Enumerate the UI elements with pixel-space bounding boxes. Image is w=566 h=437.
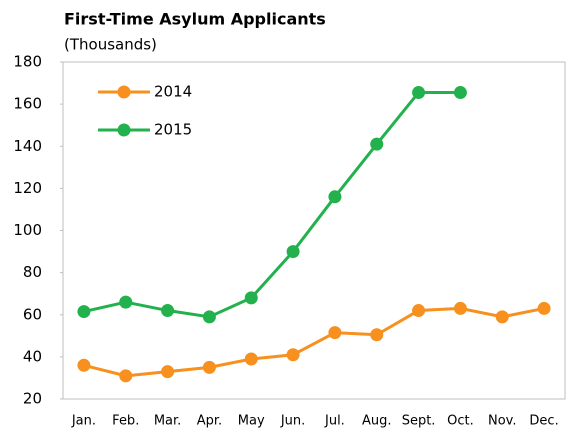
x-tick-label: Jan. [71, 414, 96, 429]
y-tick-label: 20 [23, 390, 42, 408]
x-tick-label: Apr. [197, 414, 222, 429]
data-point [77, 358, 91, 372]
series-line [83, 91, 461, 319]
x-tick-label: Nov. [488, 414, 517, 429]
data-point [286, 245, 300, 259]
x-tick-label: May [238, 414, 265, 429]
plot-frame [62, 61, 566, 400]
legend-label: 2015 [154, 121, 192, 139]
x-tick-label: Aug. [362, 414, 392, 429]
y-tick-label: 40 [23, 347, 42, 365]
y-tick-label: 120 [13, 179, 42, 197]
data-point [161, 304, 175, 318]
y-tick-label: 100 [13, 221, 42, 239]
data-point [370, 328, 384, 342]
series-line [83, 306, 545, 378]
data-point [453, 86, 467, 100]
x-tick-label: Sept. [402, 414, 436, 429]
y-tick-label: 160 [13, 95, 42, 113]
x-tick-label: Dec. [529, 414, 558, 429]
x-tick-label: Feb. [112, 414, 139, 429]
x-tick-label: Mar. [154, 414, 181, 429]
x-tick-label: Jul. [324, 414, 345, 429]
data-point [286, 348, 300, 362]
legend-label: 2014 [154, 83, 192, 101]
data-point [119, 295, 133, 309]
y-tick-label: 180 [13, 53, 42, 71]
data-point [119, 369, 133, 383]
data-point [202, 310, 216, 324]
y-tick-label: 60 [23, 305, 42, 323]
data-point [453, 301, 467, 315]
y-tick-label: 140 [13, 137, 42, 155]
data-point [244, 291, 258, 305]
legend-marker [117, 85, 131, 99]
data-point [495, 310, 509, 324]
y-tick-label: 80 [23, 263, 42, 281]
data-point [412, 86, 426, 100]
data-point [412, 304, 426, 318]
data-point [161, 365, 175, 379]
chart-title: First-Time Asylum Applicants [64, 10, 326, 29]
legend-marker [117, 123, 131, 137]
data-point [328, 326, 342, 340]
data-point [202, 360, 216, 374]
data-point [77, 305, 91, 319]
x-tick-label: Jun. [280, 414, 305, 429]
data-point [370, 137, 384, 151]
data-point [244, 352, 258, 366]
data-point [328, 190, 342, 204]
x-tick-label: Oct. [447, 414, 474, 429]
data-point [537, 301, 551, 315]
chart-subtitle: (Thousands) [64, 36, 157, 54]
